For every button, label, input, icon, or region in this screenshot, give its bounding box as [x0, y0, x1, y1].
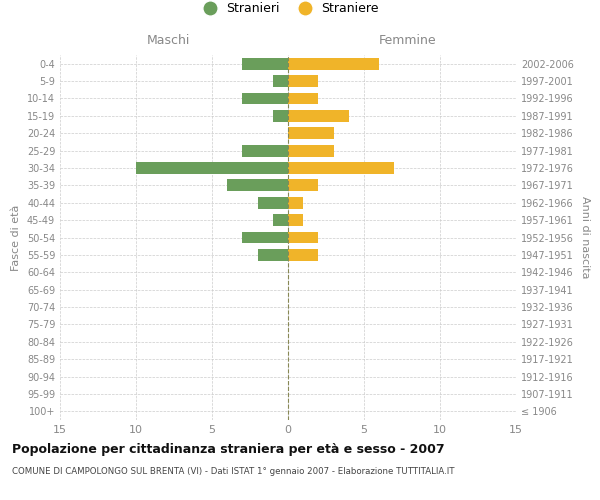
Bar [288, 180, 319, 192]
Bar [288, 214, 303, 226]
Bar [288, 144, 334, 156]
Bar [288, 110, 349, 122]
Text: COMUNE DI CAMPOLONGO SUL BRENTA (VI) - Dati ISTAT 1° gennaio 2007 - Elaborazione: COMUNE DI CAMPOLONGO SUL BRENTA (VI) - D… [12, 468, 455, 476]
Bar [288, 249, 319, 261]
Bar [273, 214, 288, 226]
Bar [242, 144, 288, 156]
Bar [273, 110, 288, 122]
Bar [288, 197, 303, 208]
Y-axis label: Fasce di età: Fasce di età [11, 204, 21, 270]
Bar [288, 92, 319, 104]
Bar [242, 58, 288, 70]
Text: Maschi: Maschi [146, 34, 190, 48]
Bar [288, 75, 319, 87]
Text: Femmine: Femmine [379, 34, 437, 48]
Bar [242, 232, 288, 243]
Bar [136, 162, 288, 174]
Bar [257, 249, 288, 261]
Y-axis label: Anni di nascita: Anni di nascita [580, 196, 590, 279]
Bar [288, 58, 379, 70]
Bar [227, 180, 288, 192]
Bar [288, 162, 394, 174]
Bar [273, 75, 288, 87]
Text: Popolazione per cittadinanza straniera per età e sesso - 2007: Popolazione per cittadinanza straniera p… [12, 442, 445, 456]
Bar [288, 128, 334, 139]
Bar [288, 232, 319, 243]
Bar [242, 92, 288, 104]
Legend: Stranieri, Straniere: Stranieri, Straniere [193, 0, 383, 20]
Bar [257, 197, 288, 208]
